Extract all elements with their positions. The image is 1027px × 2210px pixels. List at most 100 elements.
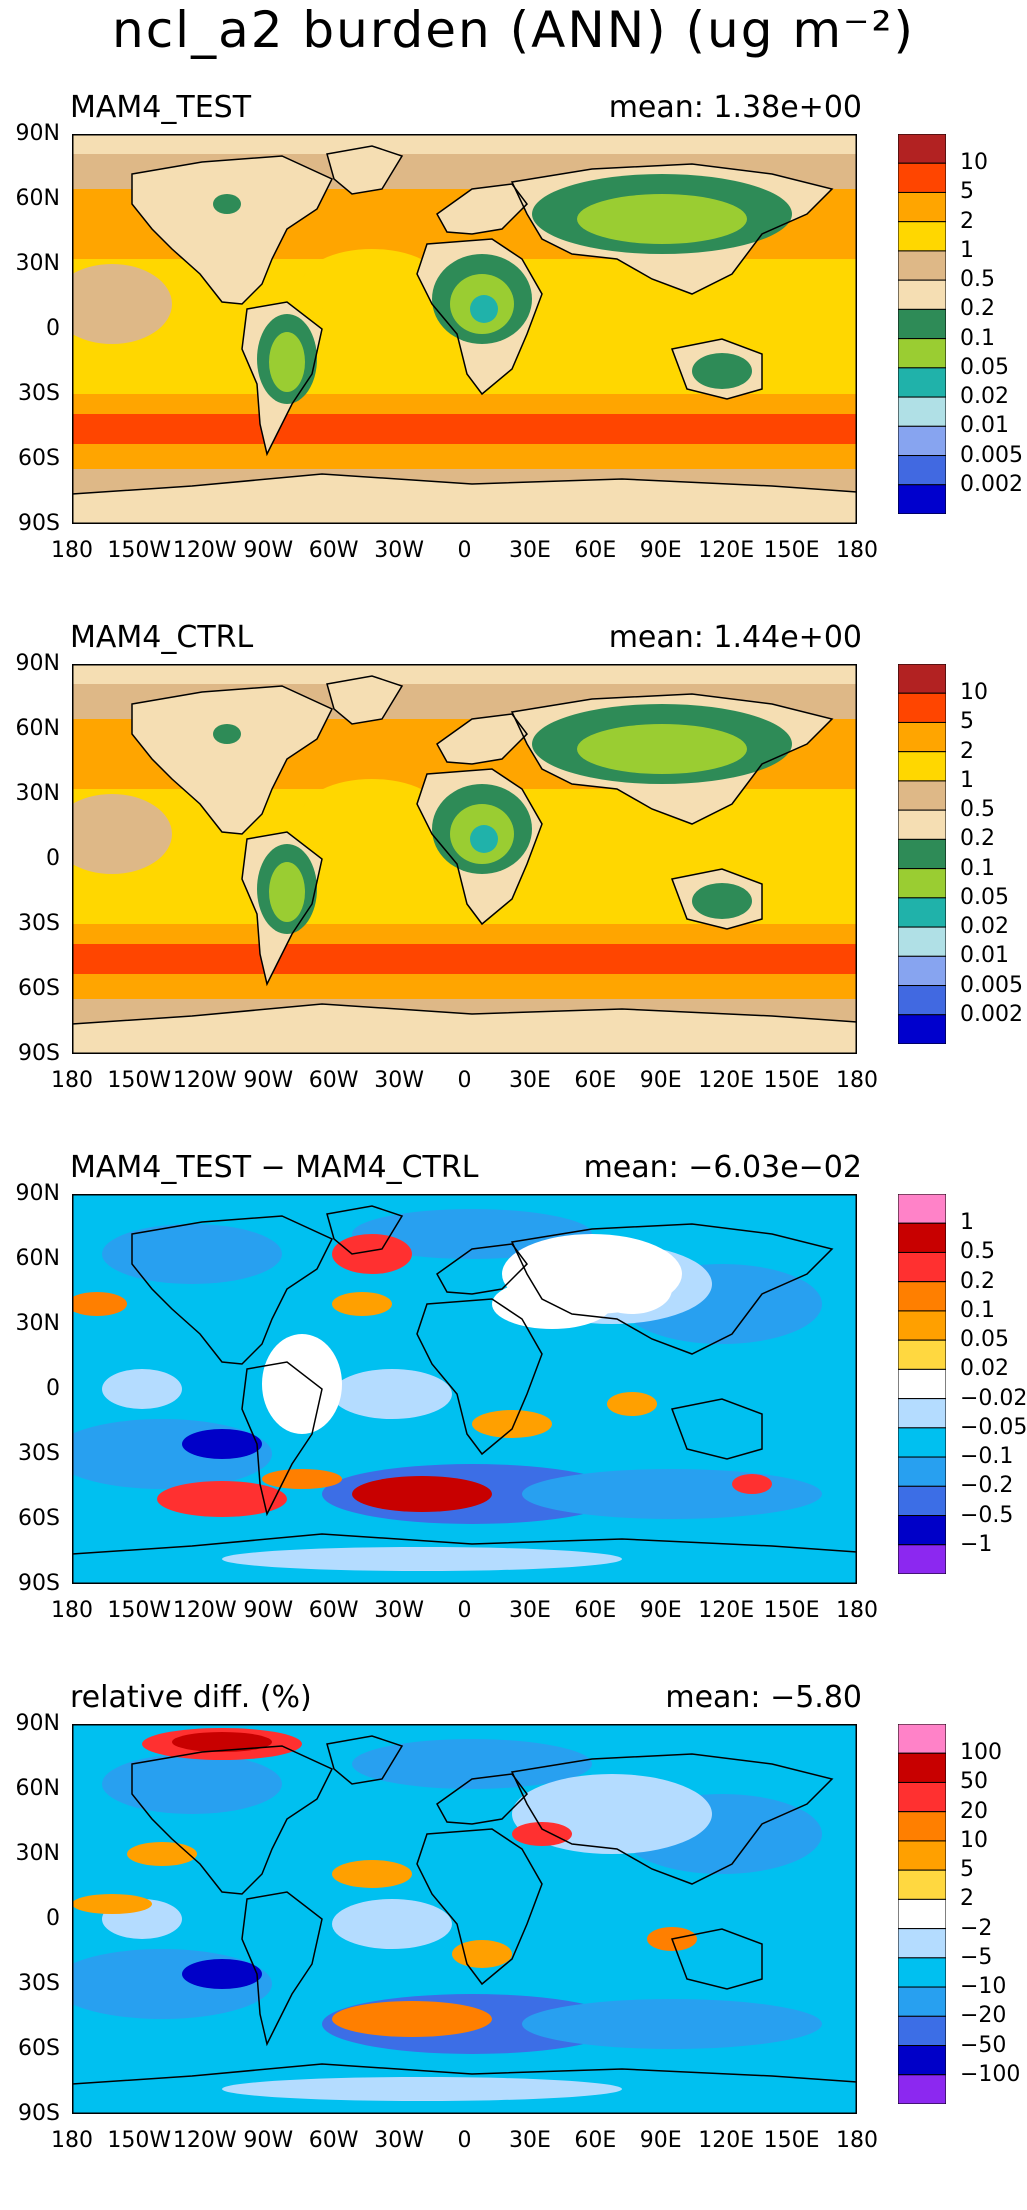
colorbar-label: 0.5	[960, 267, 995, 293]
colorbar-swatch	[898, 221, 946, 252]
lon-tick-label: 30W	[374, 1068, 424, 1093]
colorbar-swatch	[898, 308, 946, 340]
figure-title: ncl_a2 burden (ANN) (ug m⁻²)	[112, 1, 915, 59]
coastline-asia	[510, 693, 834, 825]
colorbar-label: 0.005	[960, 442, 1023, 468]
colorbar-swatch	[898, 162, 946, 193]
coastline-north-america	[131, 685, 334, 835]
colorbar-label: −0.2	[960, 1473, 1014, 1499]
lon-tick-label: 30W	[374, 1598, 424, 1623]
colorbar-swatch	[898, 664, 946, 694]
lon-tick-label: 90E	[639, 1598, 682, 1623]
land-greenland	[327, 146, 402, 194]
lat-tick-label: 30N	[15, 1841, 60, 1866]
colorbar-swatch	[898, 1251, 946, 1283]
field-blob	[182, 1429, 262, 1459]
lon-tick-label: 90E	[639, 538, 682, 563]
colorbar-label: −1	[960, 1531, 993, 1557]
colorbar-swatch	[898, 868, 946, 899]
colorbar-swatch	[898, 1427, 946, 1458]
lat-tick-label: 30N	[15, 1311, 60, 1336]
field-blob	[72, 264, 172, 344]
lon-tick-label: 30E	[508, 538, 551, 563]
map-panel: relative diff. (%) mean: −5.80 90N 60N 30N 0 3…	[0, 1680, 1027, 2210]
lon-tick-label: 30W	[374, 538, 424, 563]
lat-tick-label: 60S	[18, 446, 60, 471]
map-frame	[72, 1724, 857, 2114]
colorbar-label: 0.01	[960, 413, 1009, 439]
lat-tick-label: 60N	[15, 1246, 60, 1271]
field-blob	[522, 1999, 822, 2049]
field-blob	[182, 1959, 262, 1989]
lon-tick-label: 60E	[574, 2128, 617, 2153]
colorbar	[898, 664, 946, 1044]
colorbar-label: 0.05	[960, 884, 1009, 910]
lat-tick-label: 60S	[18, 2036, 60, 2061]
lon-tick-label: 150W	[107, 2128, 172, 2153]
field-blob	[262, 1469, 342, 1489]
lon-tick-label: 30E	[508, 1598, 551, 1623]
colorbar-swatch	[898, 1368, 946, 1400]
colorbar-label: −10	[960, 1974, 1007, 2000]
lat-tick-label: 90N	[15, 651, 60, 676]
lat-tick-label: 90N	[15, 1181, 60, 1206]
colorbar-label: 50	[960, 1769, 988, 1795]
colorbar-label: 0.01	[960, 943, 1009, 969]
coastline-africa	[416, 238, 543, 396]
colorbar-swatch	[898, 1194, 946, 1224]
field-blob	[577, 724, 747, 774]
colorbar-swatch	[898, 1398, 946, 1429]
colorbar-swatch	[898, 1898, 946, 1930]
colorbar-swatch	[898, 1869, 946, 1900]
lon-tick-label: 60W	[308, 2128, 359, 2153]
coastline-greenland	[326, 1735, 404, 1785]
panel-mean: mean: −6.03e−02	[583, 1150, 862, 1185]
colorbar-swatch	[898, 2015, 946, 2047]
lon-tick-label: 120E	[698, 1068, 755, 1093]
lon-tick-label: 120W	[172, 1068, 237, 1093]
field-blob	[692, 353, 752, 389]
field-blob	[172, 1732, 272, 1752]
ocean-band	[72, 134, 857, 154]
coastline-australia	[670, 338, 763, 400]
field-blob	[332, 1234, 412, 1274]
map-plot	[72, 1724, 857, 2114]
panel-title: MAM4_TEST − MAM4_CTRL	[70, 1150, 479, 1185]
lon-tick-label: 120E	[698, 1598, 755, 1623]
lat-tick-label: 60N	[15, 716, 60, 741]
colorbar-label: 2	[960, 738, 974, 764]
lon-tick-label: 90E	[639, 1068, 682, 1093]
land-europe	[437, 714, 527, 764]
colorbar-label: 0.5	[960, 797, 995, 823]
colorbar-label: 10	[960, 1827, 988, 1853]
colorbar-swatch	[898, 455, 946, 486]
field-blob	[472, 1410, 552, 1438]
colorbar-label: −50	[960, 2032, 1007, 2058]
lat-tick-label: 90N	[15, 121, 60, 146]
colorbar-swatch	[898, 338, 946, 369]
colorbar-label: −20	[960, 2003, 1007, 2029]
colorbar-label: 5	[960, 179, 974, 205]
colorbar-swatch	[898, 2074, 946, 2104]
colorbar-swatch	[898, 1014, 946, 1044]
colorbar-swatch	[898, 2045, 946, 2076]
map-plot	[72, 1194, 857, 1584]
coastline-asia	[510, 1753, 834, 1885]
field-blob	[732, 1474, 772, 1494]
coastline-antarctica	[72, 1003, 857, 1054]
lon-tick-label: 60W	[308, 1068, 359, 1093]
field-blob	[452, 1940, 512, 1968]
colorbar-label: 0.2	[960, 296, 995, 322]
lat-tick-label: 30S	[18, 1441, 60, 1466]
lat-tick-label: 0	[46, 846, 60, 871]
ocean-band	[72, 444, 857, 469]
map-frame	[72, 664, 857, 1054]
colorbar-label: 0.1	[960, 1297, 995, 1323]
lon-tick-label: 30E	[508, 2128, 551, 2153]
coastline-antarctica	[72, 2063, 857, 2114]
coastline-australia	[670, 1398, 763, 1460]
land-antarctica	[72, 1004, 857, 1054]
colorbar-label: 0.1	[960, 325, 995, 351]
field-blob	[470, 825, 498, 853]
lon-tick-label: 60W	[308, 538, 359, 563]
